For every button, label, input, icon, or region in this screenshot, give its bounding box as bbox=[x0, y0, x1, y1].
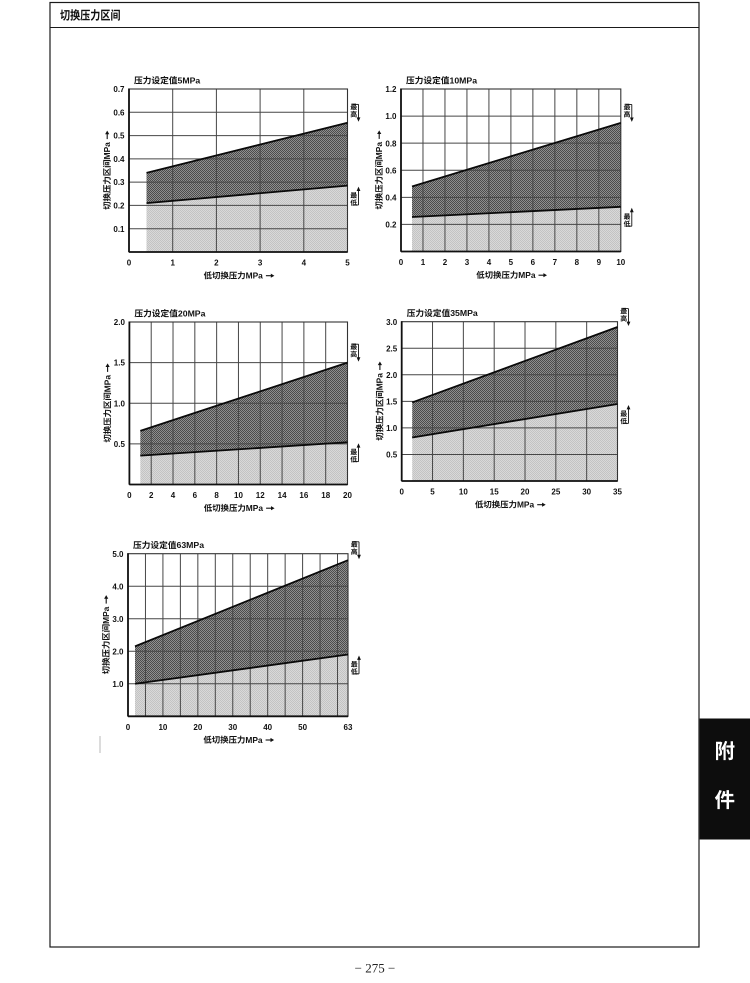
svg-text:30: 30 bbox=[582, 488, 591, 497]
svg-text:1.2: 1.2 bbox=[385, 85, 397, 94]
svg-text:1: 1 bbox=[421, 258, 426, 267]
svg-text:20MPa: 20MPa bbox=[178, 309, 206, 319]
svg-text:− 275 −: − 275 − bbox=[355, 961, 396, 976]
svg-text:18: 18 bbox=[321, 491, 330, 500]
svg-text:0: 0 bbox=[399, 258, 404, 267]
svg-text:3.0: 3.0 bbox=[386, 318, 398, 327]
svg-text:MPa: MPa bbox=[245, 735, 263, 745]
svg-text:2.0: 2.0 bbox=[386, 371, 398, 380]
svg-text:6: 6 bbox=[531, 258, 536, 267]
svg-text:5: 5 bbox=[509, 258, 514, 267]
svg-text:MPa: MPa bbox=[102, 375, 112, 393]
svg-text:4: 4 bbox=[302, 259, 307, 268]
svg-text:10: 10 bbox=[616, 258, 625, 267]
svg-text:50: 50 bbox=[298, 723, 307, 732]
svg-text:0.1: 0.1 bbox=[113, 225, 125, 234]
svg-text:6: 6 bbox=[193, 491, 198, 500]
svg-text:14: 14 bbox=[278, 491, 287, 500]
svg-text:20: 20 bbox=[521, 488, 530, 497]
svg-text:0.6: 0.6 bbox=[385, 166, 397, 175]
svg-text:2.0: 2.0 bbox=[114, 318, 126, 327]
svg-text:25: 25 bbox=[551, 488, 560, 497]
svg-text:9: 9 bbox=[597, 258, 602, 267]
svg-text:20: 20 bbox=[193, 723, 202, 732]
svg-text:2: 2 bbox=[149, 491, 154, 500]
svg-text:1: 1 bbox=[170, 259, 175, 268]
svg-text:1.0: 1.0 bbox=[112, 680, 124, 689]
svg-text:5: 5 bbox=[345, 259, 350, 268]
svg-text:1.0: 1.0 bbox=[114, 399, 126, 408]
svg-text:1.0: 1.0 bbox=[386, 424, 398, 433]
svg-text:0.8: 0.8 bbox=[385, 139, 397, 148]
svg-text:2: 2 bbox=[443, 258, 448, 267]
svg-text:MPa: MPa bbox=[246, 503, 264, 513]
svg-text:0.6: 0.6 bbox=[113, 108, 125, 117]
svg-text:2.0: 2.0 bbox=[112, 647, 124, 656]
svg-text:MPa: MPa bbox=[517, 500, 535, 510]
svg-text:4.0: 4.0 bbox=[112, 582, 124, 591]
svg-text:0.5: 0.5 bbox=[114, 440, 126, 449]
svg-text:MPa: MPa bbox=[102, 142, 112, 160]
svg-text:1.5: 1.5 bbox=[114, 359, 126, 368]
svg-text:35MPa: 35MPa bbox=[450, 308, 478, 318]
svg-text:5: 5 bbox=[430, 488, 435, 497]
svg-text:4: 4 bbox=[487, 258, 492, 267]
svg-text:12: 12 bbox=[256, 491, 265, 500]
svg-text:0: 0 bbox=[127, 259, 132, 268]
svg-text:MPa: MPa bbox=[375, 373, 385, 391]
svg-text:16: 16 bbox=[299, 491, 308, 500]
svg-text:40: 40 bbox=[263, 723, 272, 732]
svg-text:8: 8 bbox=[575, 258, 580, 267]
svg-text:0.5: 0.5 bbox=[113, 132, 125, 141]
svg-text:8: 8 bbox=[214, 491, 219, 500]
svg-text:2.5: 2.5 bbox=[386, 344, 398, 353]
svg-text:35: 35 bbox=[613, 488, 622, 497]
svg-text:63MPa: 63MPa bbox=[177, 540, 205, 550]
svg-text:10: 10 bbox=[459, 488, 468, 497]
svg-text:MPa: MPa bbox=[374, 142, 384, 160]
svg-text:5.0: 5.0 bbox=[112, 550, 124, 559]
svg-text:MPa: MPa bbox=[518, 270, 536, 280]
svg-text:10: 10 bbox=[158, 723, 167, 732]
svg-text:MPa: MPa bbox=[246, 271, 264, 281]
svg-text:5MPa: 5MPa bbox=[178, 76, 201, 86]
svg-text:15: 15 bbox=[490, 488, 499, 497]
svg-text:30: 30 bbox=[228, 723, 237, 732]
svg-text:0.4: 0.4 bbox=[113, 155, 125, 164]
svg-text:1.5: 1.5 bbox=[386, 397, 398, 406]
svg-text:3: 3 bbox=[258, 259, 263, 268]
svg-text:10: 10 bbox=[234, 491, 243, 500]
svg-text:2: 2 bbox=[214, 259, 219, 268]
svg-text:3.0: 3.0 bbox=[112, 615, 124, 624]
svg-text:MPa: MPa bbox=[101, 606, 111, 624]
svg-text:4: 4 bbox=[171, 491, 176, 500]
svg-text:0.2: 0.2 bbox=[113, 202, 125, 211]
svg-text:7: 7 bbox=[553, 258, 558, 267]
svg-text:0.2: 0.2 bbox=[385, 221, 397, 230]
svg-text:3: 3 bbox=[465, 258, 470, 267]
svg-text:0: 0 bbox=[399, 488, 404, 497]
svg-text:20: 20 bbox=[343, 491, 352, 500]
svg-text:0: 0 bbox=[126, 723, 131, 732]
svg-text:1.0: 1.0 bbox=[385, 112, 397, 121]
svg-text:0.5: 0.5 bbox=[386, 451, 398, 460]
svg-text:63: 63 bbox=[344, 723, 353, 732]
svg-text:10MPa: 10MPa bbox=[450, 76, 478, 86]
svg-text:0: 0 bbox=[127, 491, 132, 500]
svg-text:0.7: 0.7 bbox=[113, 85, 125, 94]
svg-text:0.3: 0.3 bbox=[113, 178, 125, 187]
svg-text:0.4: 0.4 bbox=[385, 193, 397, 202]
